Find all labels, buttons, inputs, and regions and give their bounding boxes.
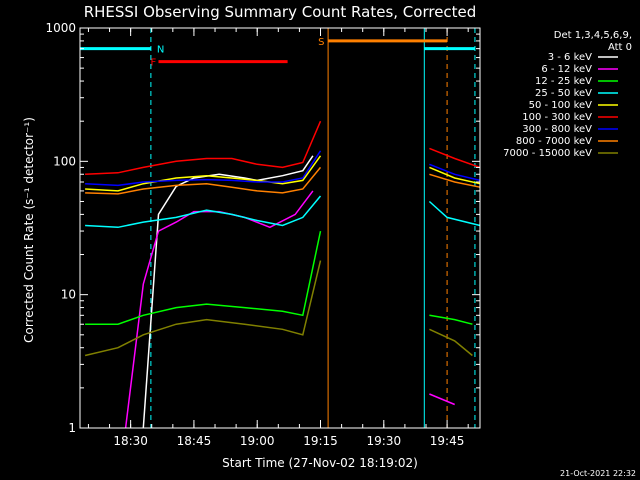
series-line-4-seg-0 bbox=[85, 155, 322, 192]
series-line-7-seg-1 bbox=[429, 173, 481, 188]
flag-label-F: F bbox=[150, 58, 156, 69]
series-line-5-seg-1 bbox=[429, 147, 481, 169]
plot-area: NF S bbox=[79, 28, 481, 429]
series-line-3-seg-0 bbox=[85, 195, 322, 229]
footer-date: 21-Oct-2021 22:32 bbox=[560, 469, 636, 478]
legend-label-5: 100 - 300 keV bbox=[522, 112, 592, 123]
legend-label-1: 6 - 12 keV bbox=[541, 64, 592, 75]
flag-label-S: S bbox=[318, 37, 324, 48]
series-line-6-seg-0 bbox=[85, 150, 322, 187]
legend-label-7: 800 - 7000 keV bbox=[516, 136, 592, 147]
legend-label-4: 50 - 100 keV bbox=[529, 100, 593, 111]
series-line-6-seg-1 bbox=[429, 163, 481, 182]
x-tick-label: 19:15 bbox=[303, 434, 338, 448]
series-line-1-seg-0 bbox=[124, 190, 314, 429]
axes: 1 10 100 1000 18:30 18:45 19:00 19:15 19:30 19:45 bbox=[45, 21, 481, 448]
series-line-2-seg-0 bbox=[85, 230, 322, 325]
x-tick-label: 19:45 bbox=[430, 434, 465, 448]
chart-title: RHESSI Observing Summary Count Rates, Co… bbox=[84, 3, 477, 21]
series-line-8-seg-1 bbox=[429, 328, 473, 357]
series-line-2-seg-1 bbox=[429, 314, 473, 325]
legend-header-0: Det 1,3,4,5,6,9, bbox=[554, 30, 632, 41]
legend-label-6: 300 - 800 keV bbox=[522, 124, 592, 135]
y-tick-label: 100 bbox=[53, 154, 76, 168]
x-axis-label: Start Time (27-Nov-02 18:19:02) bbox=[222, 456, 418, 470]
y-tick-label: 10 bbox=[61, 288, 76, 302]
legend-label-8: 7000 - 15000 keV bbox=[503, 148, 592, 159]
x-tick-label: 19:30 bbox=[367, 434, 402, 448]
series-line-8-seg-0 bbox=[84, 260, 322, 357]
plot-frame bbox=[79, 27, 481, 429]
series-line-7-seg-0 bbox=[85, 166, 322, 195]
legend-label-0: 3 - 6 keV bbox=[548, 52, 592, 63]
y-axis-label: Corrected Count Rate (s⁻¹ detector⁻¹) bbox=[22, 117, 36, 343]
series-line-5-seg-0 bbox=[85, 120, 322, 176]
legend-label-3: 25 - 50 keV bbox=[535, 88, 592, 99]
x-tick-label: 18:30 bbox=[113, 434, 148, 448]
flag-label-N: N bbox=[157, 45, 164, 56]
y-tick-label: 1 bbox=[68, 421, 76, 435]
legend-header-1: Att 0 bbox=[608, 42, 632, 53]
y-tick-label: 1000 bbox=[45, 21, 76, 35]
legend-label-2: 12 - 25 keV bbox=[535, 76, 592, 87]
x-tick-label: 19:00 bbox=[240, 434, 275, 448]
series-line-3-seg-1 bbox=[428, 200, 481, 227]
series-line-0-seg-0 bbox=[142, 155, 314, 429]
x-tick-label: 18:45 bbox=[177, 434, 212, 448]
series-line-1-seg-1 bbox=[429, 393, 455, 406]
series-line-4-seg-1 bbox=[429, 166, 481, 185]
